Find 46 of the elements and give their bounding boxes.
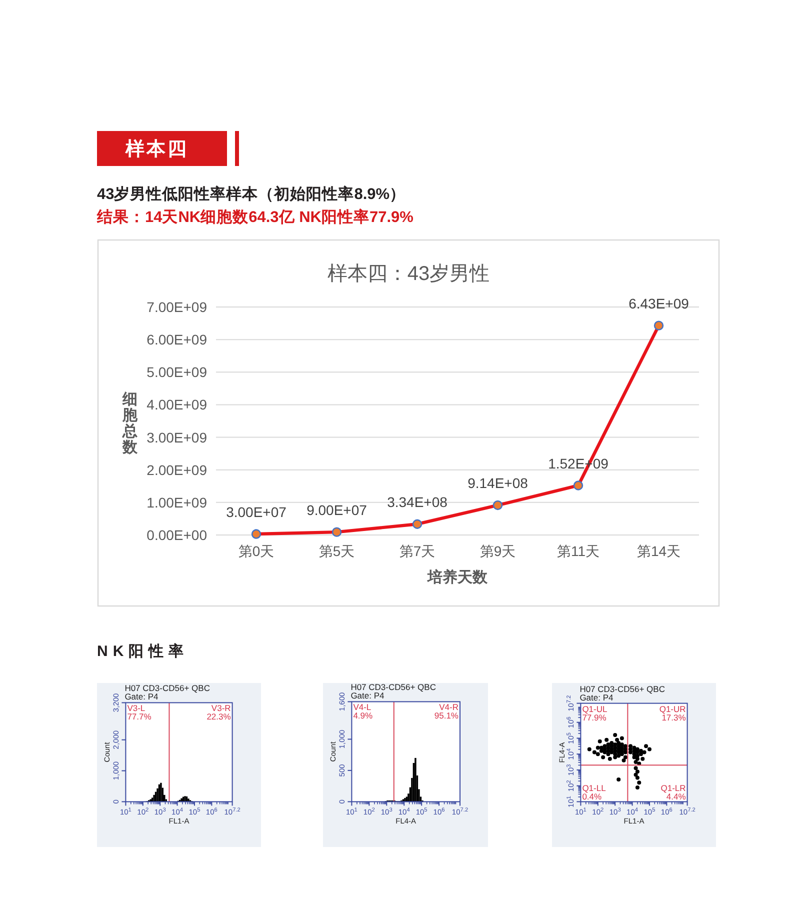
annotation: V3-L xyxy=(127,703,146,714)
annotation: 95.1% xyxy=(434,710,459,721)
chart-subtitle: Gate: P4 xyxy=(124,692,159,702)
annotation: V3-R xyxy=(211,703,231,714)
annotation: 0.4% xyxy=(582,792,602,802)
annotation: V4-R xyxy=(439,702,458,712)
y-tick-label: 6.00E+09 xyxy=(146,332,208,348)
x-tick-label: 第0天 xyxy=(238,543,274,559)
data-label: 9.14E+08 xyxy=(468,475,528,492)
text: 43岁男性低阳性率样本（初始阳性率8.9%） xyxy=(97,185,406,203)
chart-title: 样本四：43岁男性 xyxy=(327,263,490,285)
chart-title: H07 CD3-CD56+ QBC xyxy=(580,684,665,694)
y-tick-label: 7.00E+09 xyxy=(146,299,208,315)
y-tick-label: 2.00E+09 xyxy=(146,462,208,478)
annotation: 77.7% xyxy=(127,712,152,722)
annotation: Q1-UR xyxy=(659,704,686,714)
annotation: Q1-LR xyxy=(660,783,686,794)
chart-title: H07 CD3-CD56+ QBC xyxy=(124,683,210,694)
y-axis-title: 细胞总数 xyxy=(122,391,138,456)
annotation: V4-L xyxy=(353,702,372,712)
annotation: Q1-LL xyxy=(582,783,606,794)
y-tick-label: 4.00E+09 xyxy=(146,396,208,413)
x-tick-label: 第14天 xyxy=(636,543,681,559)
annotation: 22.3% xyxy=(206,712,232,722)
x-tick-label: 第5天 xyxy=(318,543,355,559)
x-tick-label: 第11天 xyxy=(556,543,600,559)
chart-subtitle: Gate: P4 xyxy=(580,692,614,702)
y-tick-label: 3.00E+09 xyxy=(146,429,208,446)
y-tick-label: 5.00E+09 xyxy=(146,364,208,380)
text: NK阳性率 xyxy=(97,642,189,660)
chart-subtitle: Gate: P4 xyxy=(350,690,385,701)
chart-title: H07 CD3-CD56+ QBC xyxy=(350,682,436,692)
data-label: 9.00E+07 xyxy=(306,502,368,518)
data-label: 6.43E+09 xyxy=(628,296,690,312)
annotation: Q1-UL xyxy=(582,704,608,714)
x-tick-label: 第7天 xyxy=(399,543,436,559)
y-tick-label: 1.00E+09 xyxy=(146,494,208,510)
data-label: 3.00E+07 xyxy=(226,504,287,520)
y-tick-label: 0.00E+00 xyxy=(146,527,208,543)
x-axis-title: 培养天数 xyxy=(426,568,488,586)
annotation: 4.9% xyxy=(353,710,374,721)
annotation: 4.4% xyxy=(666,792,686,802)
text: 样本四 xyxy=(124,138,188,160)
data-label: 3.34E+08 xyxy=(387,494,448,510)
text: 结果：14天NK细胞数64.3亿 NK阳性率77.9% xyxy=(96,208,414,226)
x-tick-label: 第9天 xyxy=(480,543,516,559)
